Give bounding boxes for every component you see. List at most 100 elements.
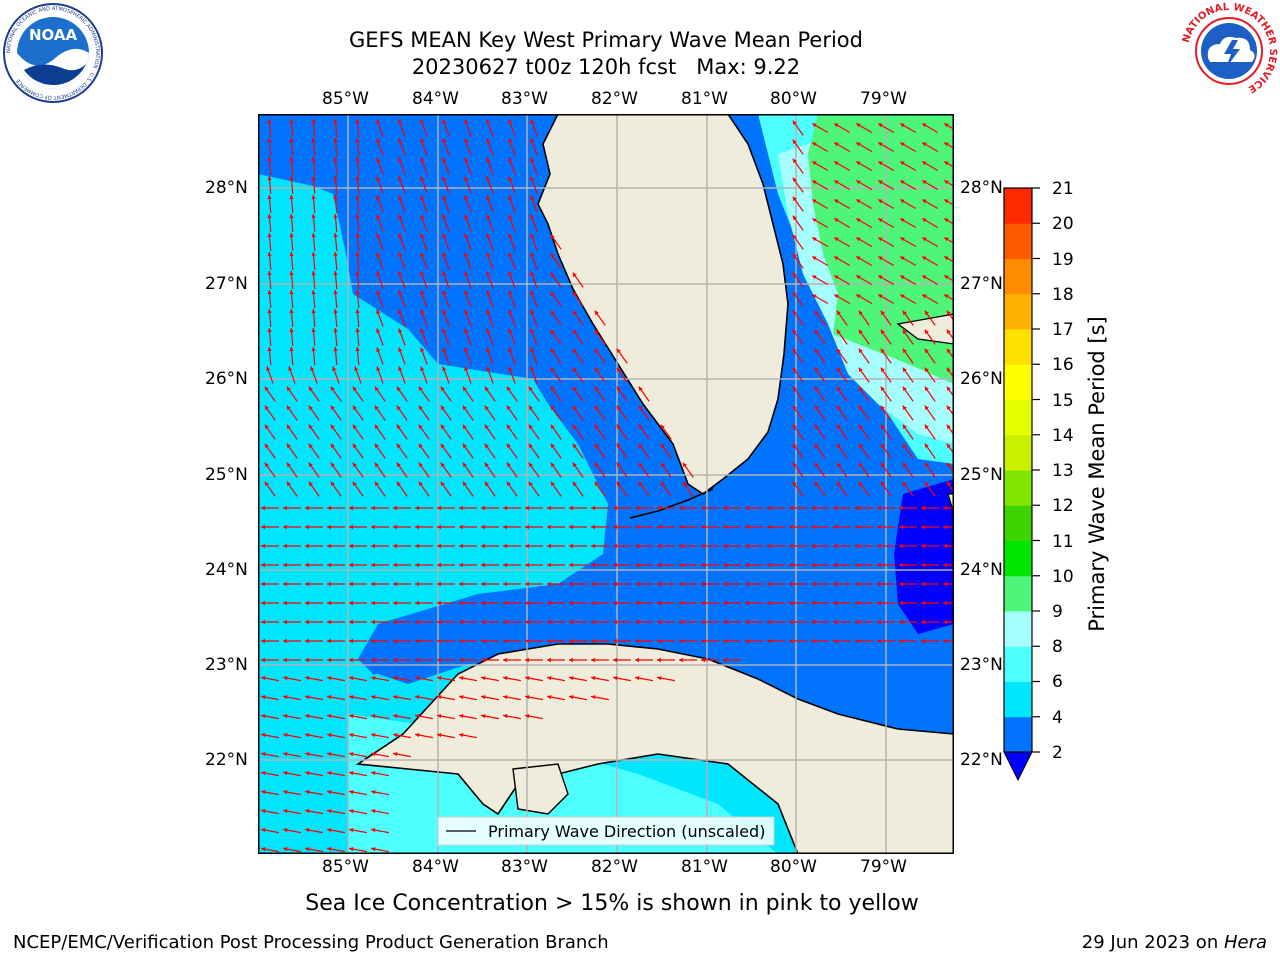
wave-arrow-head xyxy=(701,524,705,530)
wave-arrow-head xyxy=(261,771,266,776)
wave-arrow-head xyxy=(462,386,467,392)
wave-arrow-head xyxy=(261,543,265,549)
wave-arrow-head xyxy=(393,600,397,606)
wave-arrow-head xyxy=(305,657,309,663)
wave-arrow-head xyxy=(398,195,403,200)
colorbar-tick-label: 16 xyxy=(1052,355,1074,375)
wave-arrow-head xyxy=(921,638,925,644)
wave-arrow-head xyxy=(459,619,463,625)
wave-arrow-head xyxy=(459,600,463,606)
wave-arrow-head xyxy=(415,733,420,738)
wave-arrow-head xyxy=(305,809,310,814)
wave-arrow-head xyxy=(946,424,951,430)
wave-arrow-head xyxy=(310,366,315,371)
wave-arrow-head xyxy=(855,581,859,587)
colorbar-segment xyxy=(1004,540,1032,577)
colorbar-segment xyxy=(1004,364,1032,400)
wave-arrow-head xyxy=(745,524,749,530)
wave-arrow-head xyxy=(855,543,859,549)
wave-arrow-head xyxy=(880,310,885,316)
wave-arrow-head xyxy=(878,199,883,204)
wave-arrow-head xyxy=(811,619,815,625)
wave-arrow-head xyxy=(393,505,397,511)
wave-arrow-head xyxy=(946,462,951,468)
wave-arrow-head xyxy=(283,790,288,795)
wave-arrow-head xyxy=(836,462,841,468)
wave-arrow-head xyxy=(878,237,883,242)
wave-arrow-head xyxy=(657,524,661,530)
wave-arrow-head xyxy=(484,405,489,411)
wave-arrow-head xyxy=(289,309,294,314)
wave-arrow-head xyxy=(834,123,839,128)
wave-arrow-head xyxy=(420,252,425,257)
wave-arrow-head xyxy=(305,619,309,625)
wave-arrow-head xyxy=(811,600,815,606)
wave-arrow-head xyxy=(528,424,533,430)
sea-ice-note: Sea Ice Concentration > 15% is shown in … xyxy=(305,891,919,916)
wave-arrow-head xyxy=(327,790,332,795)
wave-arrow-head xyxy=(333,119,338,124)
wave-arrow-head xyxy=(371,733,376,738)
wave-arrow-head xyxy=(569,657,573,663)
wave-arrow-head xyxy=(352,386,357,392)
wave-arrow-head xyxy=(393,638,397,644)
wave-arrow-head xyxy=(459,562,463,568)
wave-arrow-head xyxy=(792,348,797,354)
colorbar-tick-label: 9 xyxy=(1052,602,1063,622)
wave-arrow-head xyxy=(376,366,381,371)
wave-arrow-head xyxy=(767,600,771,606)
lon-label-top: 82°W xyxy=(591,89,638,109)
wave-arrow-head xyxy=(902,329,907,335)
lon-label-bottom: 80°W xyxy=(770,857,817,877)
wave-arrow-head xyxy=(311,119,316,124)
wave-arrow-head xyxy=(481,562,485,568)
wave-arrow-head xyxy=(591,657,595,663)
period-band-9-10 xyxy=(808,114,954,384)
wave-arrow-head xyxy=(420,328,425,333)
wave-arrow-head xyxy=(464,157,469,162)
wave-arrow-head xyxy=(376,157,381,162)
legend-label: Primary Wave Direction (unscaled) xyxy=(488,822,765,841)
wave-arrow-head xyxy=(591,619,595,625)
wave-arrow-head xyxy=(745,638,749,644)
wave-arrow-head xyxy=(572,310,577,316)
wave-arrow-head xyxy=(330,386,335,392)
wave-arrow-head xyxy=(924,462,929,468)
wave-arrow-head xyxy=(880,348,885,354)
wave-arrow-head xyxy=(371,847,376,852)
wave-arrow-head xyxy=(856,218,861,223)
wave-arrow-head xyxy=(834,218,839,223)
wave-arrow-head xyxy=(591,600,595,606)
wave-arrow-head xyxy=(349,543,353,549)
wave-arrow-head xyxy=(900,294,905,299)
wave-arrow-head xyxy=(745,543,749,549)
wave-arrow-head xyxy=(855,524,859,530)
lon-label-top: 83°W xyxy=(501,89,548,109)
wave-arrow-head xyxy=(349,676,354,681)
wave-arrow-head xyxy=(398,347,403,352)
wave-arrow-head xyxy=(464,138,469,143)
wave-arrow-head xyxy=(464,271,469,276)
lon-label-top: 81°W xyxy=(681,89,728,109)
lon-label-top: 84°W xyxy=(412,89,459,109)
lat-label-left: 23°N xyxy=(205,655,248,675)
wave-arrow-head xyxy=(305,676,310,681)
colorbar-label: Primary Wave Mean Period [s] xyxy=(1085,316,1109,632)
wave-arrow-head xyxy=(311,138,316,143)
wave-arrow-head xyxy=(814,386,819,392)
wave-arrow-head xyxy=(264,386,269,392)
wave-arrow-head xyxy=(525,695,530,700)
wave-arrow-head xyxy=(858,424,863,430)
wave-arrow-head xyxy=(635,676,640,681)
wave-arrow-head xyxy=(591,562,595,568)
wave-arrow-head xyxy=(792,329,797,335)
wave-arrow-head xyxy=(305,790,310,795)
wave-arrow-head xyxy=(305,562,309,568)
wave-arrow-head xyxy=(679,619,683,625)
wave-arrow-head xyxy=(459,524,463,530)
wave-arrow-head xyxy=(286,481,291,487)
wave-arrow-head xyxy=(902,348,907,354)
wave-arrow-head xyxy=(484,443,489,449)
wave-arrow-head xyxy=(858,462,863,468)
wave-arrow-head xyxy=(283,828,288,833)
